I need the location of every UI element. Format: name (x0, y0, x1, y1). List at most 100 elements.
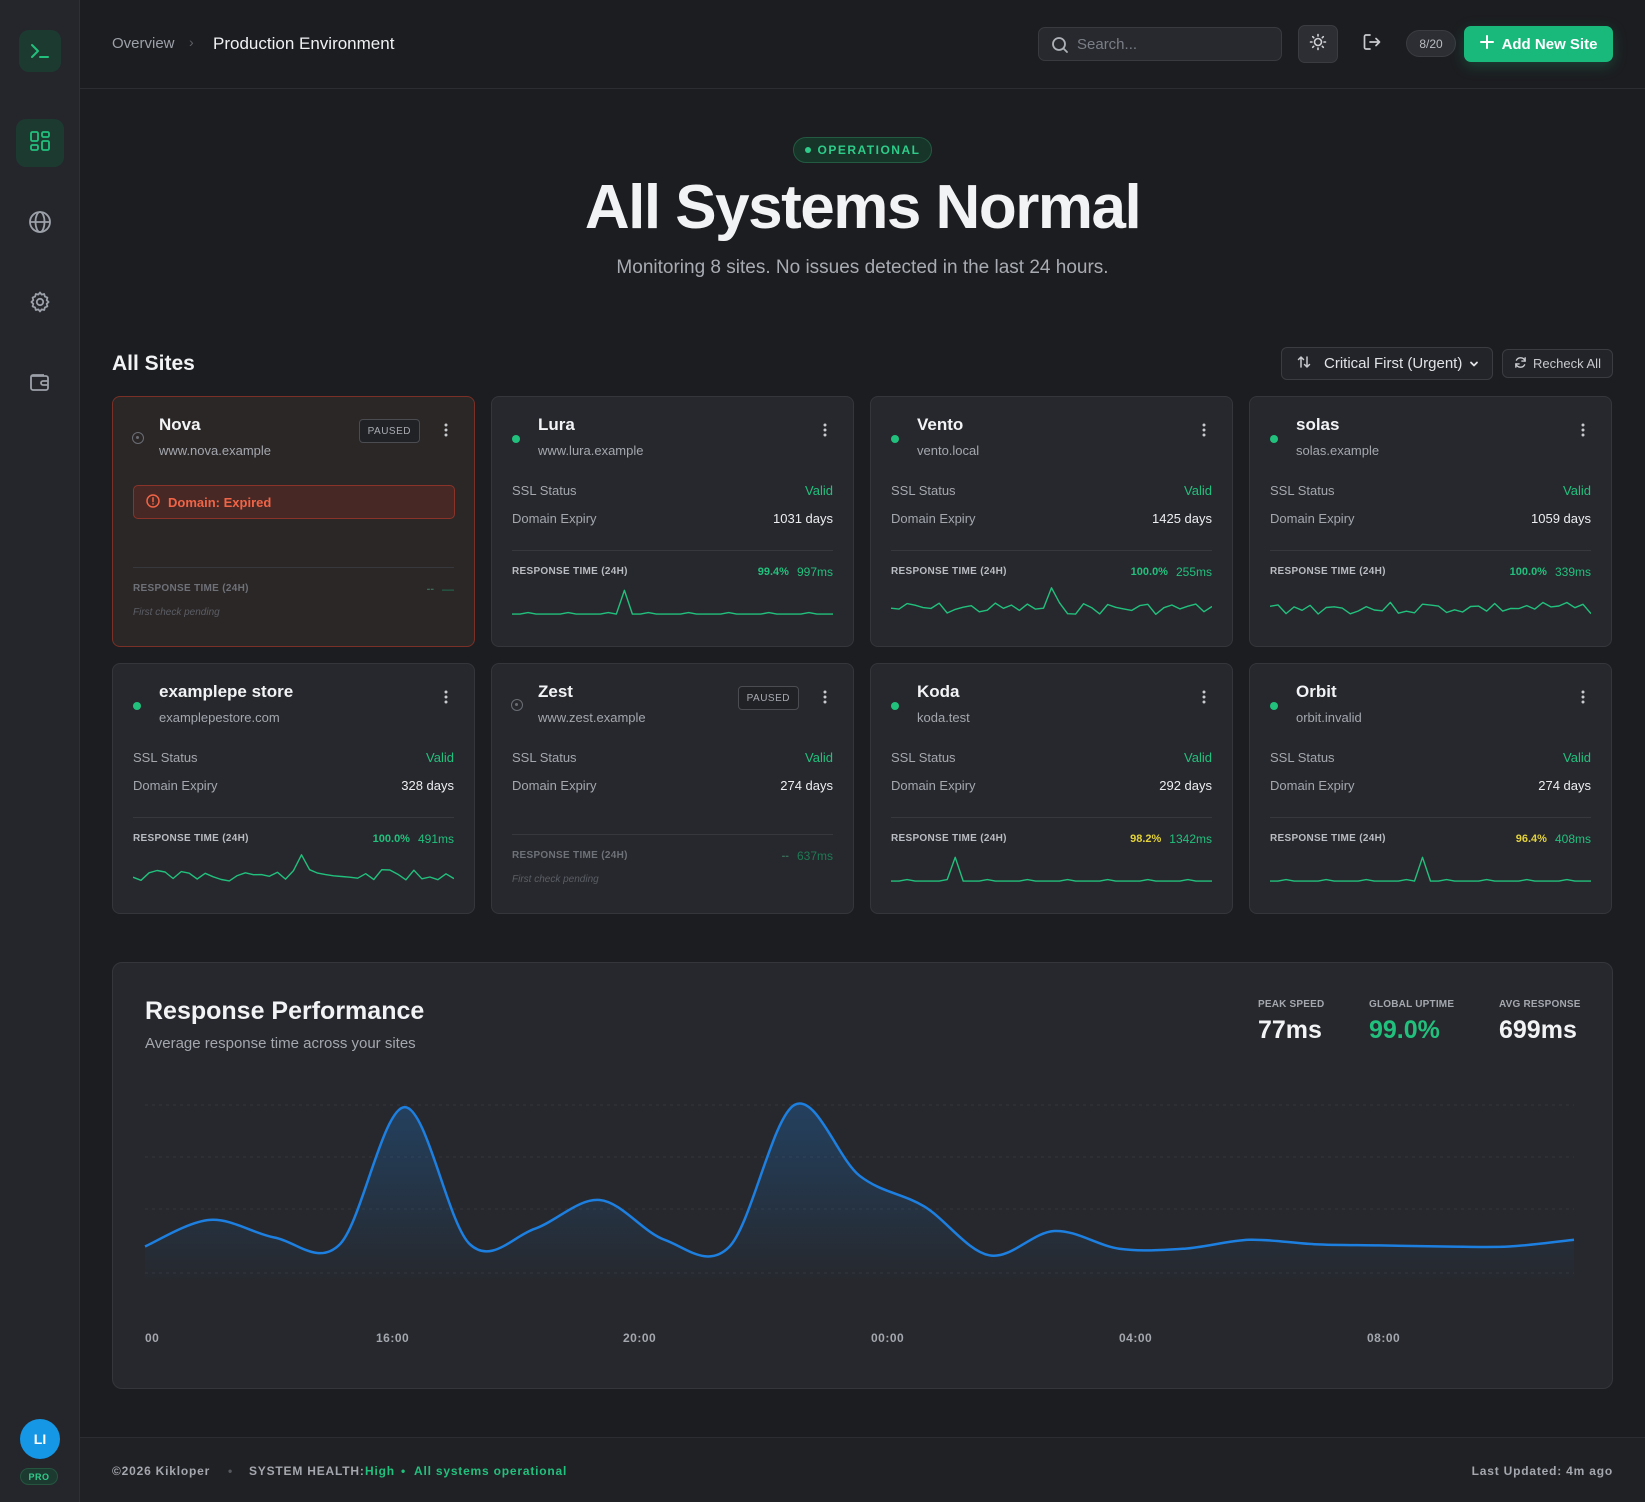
more-options-icon[interactable] (444, 423, 448, 437)
site-url[interactable]: vento.local (917, 443, 980, 458)
site-url[interactable]: www.lura.example (538, 443, 644, 458)
site-name: Orbit (1296, 682, 1337, 701)
uptime-value: 100.0% (372, 833, 410, 845)
chart-area-fill (145, 1103, 1574, 1283)
domain-expiry-value: 1031 days (773, 511, 833, 526)
response-sparkline (133, 854, 454, 882)
site-url[interactable]: solas.example (1296, 443, 1380, 458)
site-name: solas (1296, 415, 1340, 434)
site-quota-badge: 8/20 (1406, 30, 1456, 57)
response-time-value: — (442, 582, 454, 596)
gear-icon (28, 290, 52, 319)
ssl-status-label: SSL Status (891, 483, 956, 498)
response-time-label: RESPONSE TIME (24H) (891, 833, 1007, 844)
response-time-value: 637ms (796, 849, 833, 863)
plus-icon (1479, 35, 1494, 53)
more-options-icon[interactable] (1581, 423, 1585, 437)
add-new-site-button[interactable]: Add New Site (1464, 26, 1613, 62)
site-card[interactable]: Zest www.zest.example PAUSED SSL Status Val… (491, 663, 854, 914)
stat-peak-speed: PEAK SPEED 77ms (1258, 999, 1324, 1045)
ssl-status-label: SSL Status (1270, 750, 1335, 765)
recheck-all-button[interactable]: Recheck All (1502, 349, 1613, 378)
site-name: Vento (917, 415, 964, 434)
response-time-label: RESPONSE TIME (24H) (133, 583, 249, 594)
alert-text: Domain: Expired (168, 494, 272, 510)
response-time-label: RESPONSE TIME (24H) (1270, 833, 1386, 844)
hero-title: All Systems Normal (584, 173, 1142, 242)
site-card[interactable]: Nova www.nova.example PAUSED Domain: Expir… (112, 396, 475, 647)
search-input[interactable] (1077, 28, 1273, 60)
site-card[interactable]: examplepe store examplepestore.com SSL St… (112, 663, 475, 914)
breadcrumb-overview[interactable]: Overview (112, 35, 175, 52)
response-time-value: 1342ms (1169, 832, 1212, 846)
theme-toggle-button[interactable] (1298, 25, 1338, 63)
more-options-icon[interactable] (1202, 423, 1206, 437)
domain-expiry-value: 328 days (401, 778, 454, 793)
site-url[interactable]: www.zest.example (538, 710, 646, 725)
domain-expiry-label: Domain Expiry (512, 511, 597, 526)
site-name: Nova (159, 415, 201, 434)
card-divider (133, 567, 454, 568)
sidebar-item-sites[interactable] (16, 200, 64, 248)
online-status-dot (133, 702, 141, 710)
operational-badge-label: OPERATIONAL (817, 143, 921, 157)
sidebar-item-settings[interactable] (16, 280, 64, 328)
site-card[interactable]: solas solas.example SSL Status Valid Domain… (1249, 396, 1612, 647)
footer-bullet: • (228, 1464, 234, 1478)
more-options-icon[interactable] (444, 690, 448, 704)
card-divider (512, 834, 833, 835)
recheck-all-label: Recheck All (1533, 356, 1601, 371)
avatar[interactable]: LI (20, 1419, 60, 1459)
response-sparkline (891, 856, 1212, 882)
stat-value: 99.0% (1369, 1016, 1440, 1044)
domain-expiry-label: Domain Expiry (1270, 778, 1355, 793)
logout-button[interactable] (1352, 25, 1392, 63)
sidebar-item-dashboard[interactable] (16, 119, 64, 167)
ssl-status-label: SSL Status (512, 483, 577, 498)
domain-expiry-label: Domain Expiry (891, 778, 976, 793)
site-card[interactable]: Koda koda.test SSL Status Valid Domain Expi… (870, 663, 1233, 914)
first-check-pending: First check pending (512, 874, 599, 885)
sidebar-item-billing[interactable] (16, 360, 64, 408)
response-time-value: 491ms (417, 832, 454, 846)
more-options-icon[interactable] (1202, 690, 1206, 704)
sidebar: LI PRO (0, 0, 80, 1502)
logout-icon (1362, 32, 1382, 57)
site-card[interactable]: Orbit orbit.invalid SSL Status Valid Domain… (1249, 663, 1612, 914)
site-card[interactable]: Lura www.lura.example SSL Status Valid Doma… (491, 396, 854, 647)
more-options-icon[interactable] (823, 690, 827, 704)
more-options-icon[interactable] (823, 423, 827, 437)
domain-expiry-value: 274 days (780, 778, 833, 793)
breadcrumb-current: Production Environment (213, 34, 395, 53)
search-box[interactable] (1038, 27, 1282, 61)
add-new-site-label: Add New Site (1501, 35, 1598, 53)
site-url[interactable]: www.nova.example (159, 443, 271, 458)
site-url[interactable]: koda.test (917, 710, 970, 725)
ssl-status-value: Valid (1184, 750, 1212, 765)
ssl-status-value: Valid (426, 750, 454, 765)
site-card[interactable]: Vento vento.local SSL Status Valid Domain E… (870, 396, 1233, 647)
more-options-icon[interactable] (1581, 690, 1585, 704)
footer-copyright: ©2026 Kikloper (112, 1464, 211, 1478)
domain-expired-alert: Domain: Expired (133, 485, 455, 519)
ssl-status-value: Valid (1563, 750, 1591, 765)
terminal-logo-icon[interactable] (19, 30, 61, 72)
online-status-dot (512, 435, 520, 443)
ssl-status-label: SSL Status (133, 750, 198, 765)
site-url[interactable]: orbit.invalid (1296, 710, 1362, 725)
site-url[interactable]: examplepestore.com (159, 710, 280, 725)
ssl-status-value: Valid (805, 750, 833, 765)
response-sparkline (1270, 601, 1591, 615)
response-time-value: 997ms (796, 565, 833, 579)
paused-badge: PAUSED (737, 686, 799, 710)
sort-select[interactable]: Critical First (Urgent) (1281, 347, 1493, 380)
all-sites-title: All Sites (112, 352, 195, 375)
online-status-dot (1270, 702, 1278, 710)
response-time-value: 255ms (1175, 565, 1212, 579)
breadcrumb-separator: › (189, 34, 194, 50)
paused-status-icon (511, 699, 523, 711)
chevron-down-icon (1468, 357, 1480, 374)
site-name: Koda (917, 682, 960, 701)
ssl-status-value: Valid (805, 483, 833, 498)
card-divider (891, 550, 1212, 551)
